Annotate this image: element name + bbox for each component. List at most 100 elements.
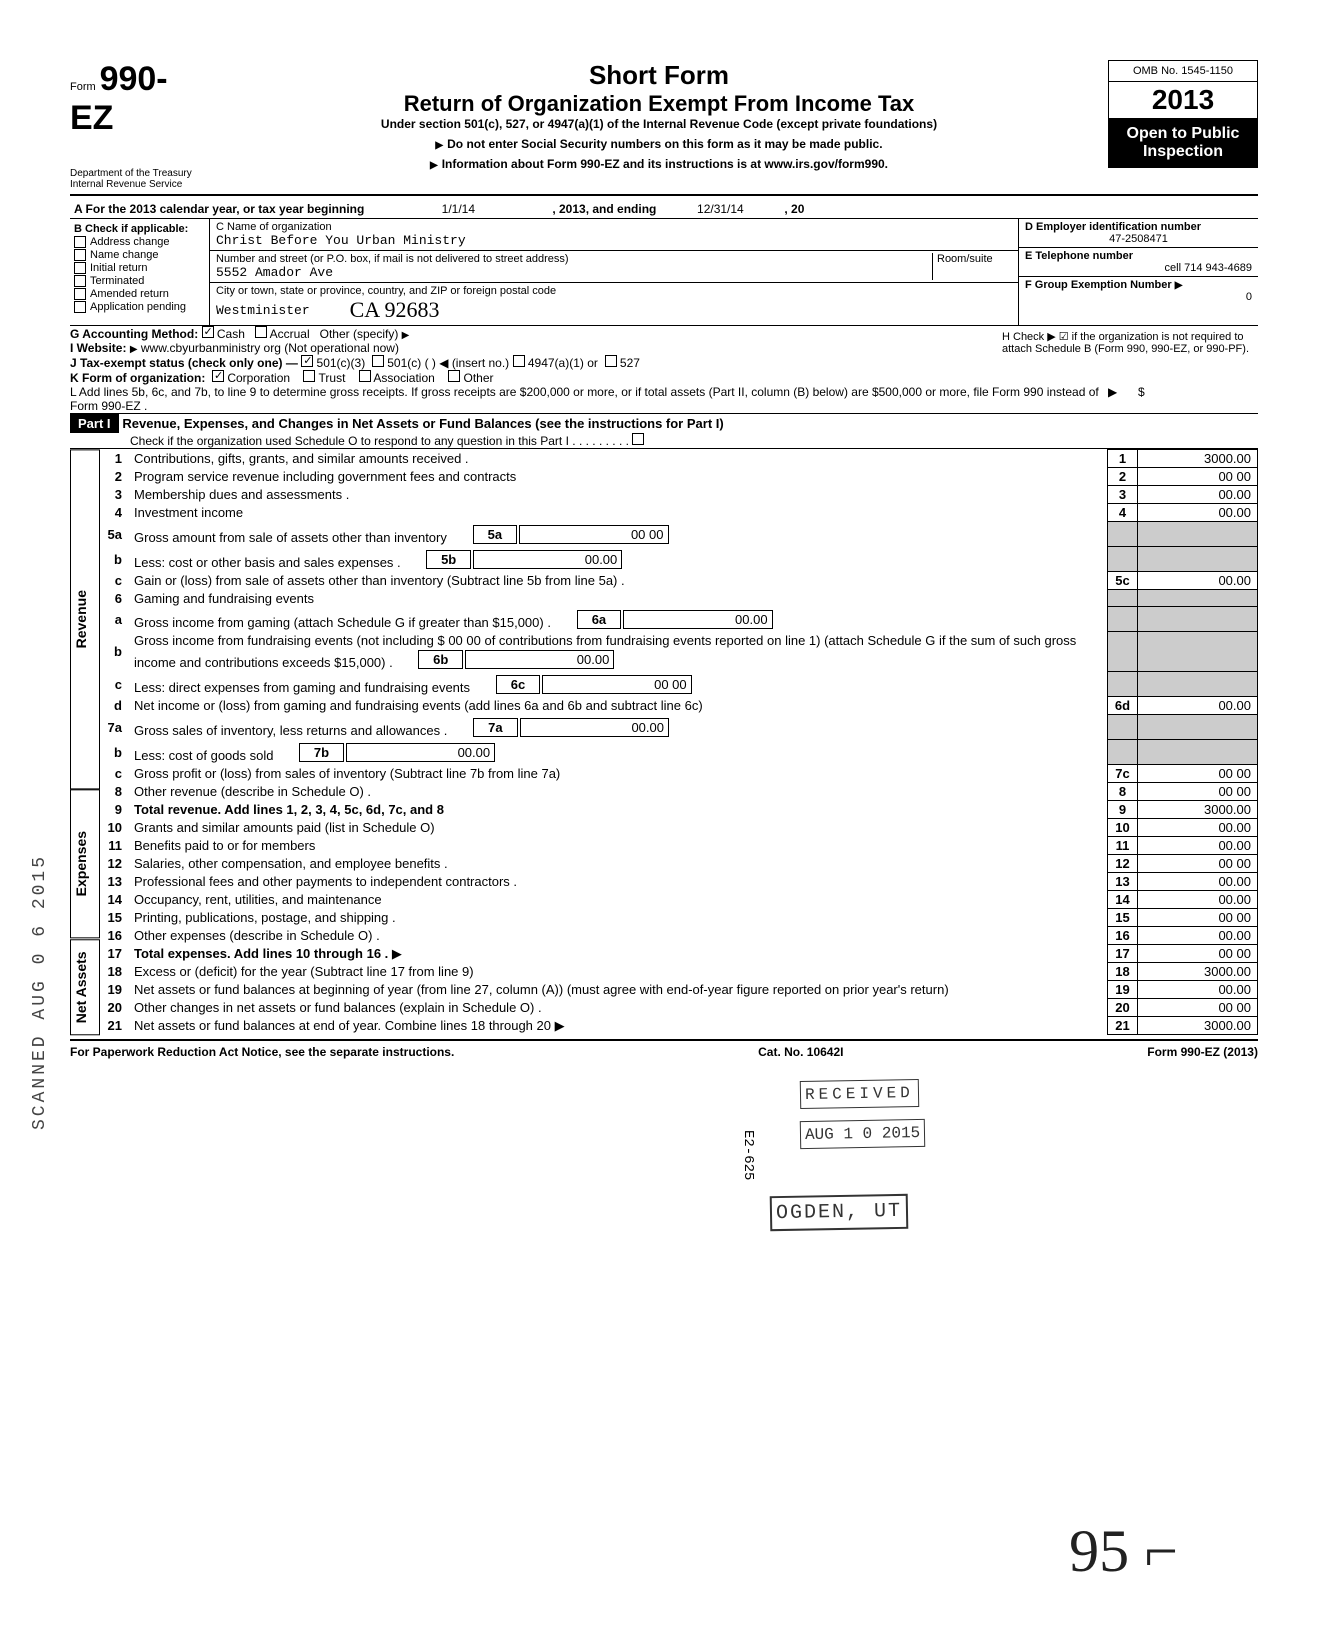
check-corporation[interactable] bbox=[212, 370, 224, 382]
line-l: L Add lines 5b, 6c, and 7b, to line 9 to… bbox=[70, 385, 1258, 413]
line-l-value: $ bbox=[1138, 385, 1258, 413]
phone-value: cell 714 943-4689 bbox=[1025, 262, 1252, 274]
check-association[interactable] bbox=[359, 370, 371, 382]
ein-label: D Employer identification number bbox=[1025, 221, 1252, 233]
street-label: Number and street (or P.O. box, if mail … bbox=[216, 253, 932, 265]
revenue-side-label: Revenue bbox=[70, 449, 100, 789]
section-b-c-d: B Check if applicable: Address change Na… bbox=[70, 219, 1258, 325]
check-527[interactable] bbox=[605, 355, 617, 367]
line-a-mid: , 2013, and ending bbox=[548, 200, 660, 218]
room-label: Room/suite bbox=[937, 253, 1012, 265]
form-number: 990-EZ bbox=[70, 60, 168, 137]
check-accrual[interactable] bbox=[255, 326, 267, 338]
check-cash[interactable] bbox=[202, 326, 214, 338]
check-application-pending[interactable]: Application pending bbox=[74, 301, 205, 313]
stamp-received: RECEIVED bbox=[800, 1079, 919, 1109]
tax-year-begin: 1/1/14 bbox=[368, 200, 548, 218]
line-h: H Check ▶ ☑ if the organization is not r… bbox=[998, 326, 1258, 370]
row-7b: bLess: cost of goods sold 7b00.00 bbox=[100, 740, 1258, 765]
footer: For Paperwork Reduction Act Notice, see … bbox=[70, 1045, 1258, 1059]
group-exemption-label: F Group Exemption Number bbox=[1025, 279, 1172, 291]
revenue-table: 1Contributions, gifts, grants, and simil… bbox=[100, 449, 1258, 1035]
row-5b: bLess: cost or other basis and sales exp… bbox=[100, 547, 1258, 572]
row-18: 18Excess or (deficit) for the year (Subt… bbox=[100, 963, 1258, 981]
row-7c: cGross profit or (loss) from sales of in… bbox=[100, 765, 1258, 783]
row-6d: dNet income or (loss) from gaming and fu… bbox=[100, 697, 1258, 715]
street-value: 5552 Amador Ave bbox=[216, 265, 932, 280]
row-6c: cLess: direct expenses from gaming and f… bbox=[100, 672, 1258, 697]
city-value: Westminister bbox=[216, 303, 310, 318]
state-zip-handwritten: CA 92683 bbox=[350, 297, 440, 323]
form-prefix: Form bbox=[70, 81, 96, 93]
expenses-side-label: Expenses bbox=[70, 789, 100, 938]
city-label: City or town, state or province, country… bbox=[216, 285, 1012, 297]
row-12: 12Salaries, other compensation, and empl… bbox=[100, 855, 1258, 873]
note-ssn: Do not enter Social Security numbers on … bbox=[230, 137, 1088, 151]
title-main: Return of Organization Exempt From Incom… bbox=[230, 91, 1088, 117]
row-6: 6Gaming and fundraising events bbox=[100, 590, 1258, 607]
org-name-label: C Name of organization bbox=[216, 221, 1012, 233]
footer-cat: Cat. No. 10642I bbox=[758, 1045, 843, 1059]
check-other-org[interactable] bbox=[448, 370, 460, 382]
check-initial-return[interactable]: Initial return bbox=[74, 262, 205, 274]
stamp-date: AUG 1 0 2015 bbox=[800, 1119, 926, 1149]
check-trust[interactable] bbox=[303, 370, 315, 382]
tax-year-end: 12/31/14 bbox=[660, 200, 780, 218]
line-k: K Form of organization: Corporation Trus… bbox=[70, 370, 1258, 385]
net-assets-side-label: Net Assets bbox=[70, 939, 100, 1035]
check-501c[interactable] bbox=[372, 355, 384, 367]
row-4: 4Investment income400.00 bbox=[100, 504, 1258, 522]
ein-value: 47-2508471 bbox=[1025, 233, 1252, 245]
row-13: 13Professional fees and other payments t… bbox=[100, 873, 1258, 891]
row-9: 9Total revenue. Add lines 1, 2, 3, 4, 5c… bbox=[100, 801, 1258, 819]
check-name-change[interactable]: Name change bbox=[74, 249, 205, 261]
footer-left: For Paperwork Reduction Act Notice, see … bbox=[70, 1045, 454, 1059]
tax-year: 2013 bbox=[1108, 81, 1258, 118]
line-j: J Tax-exempt status (check only one) — 5… bbox=[70, 355, 998, 370]
row-8: 8Other revenue (describe in Schedule O) … bbox=[100, 783, 1258, 801]
org-name: Christ Before You Urban Ministry bbox=[216, 233, 1012, 248]
title-sub: Under section 501(c), 527, or 4947(a)(1)… bbox=[230, 117, 1088, 131]
check-address-change[interactable]: Address change bbox=[74, 236, 205, 248]
open-to-public: Open to Public Inspection bbox=[1108, 118, 1258, 168]
check-terminated[interactable]: Terminated bbox=[74, 275, 205, 287]
row-6b: bGross income from fundraising events (n… bbox=[100, 632, 1258, 672]
group-exemption-value: 0 bbox=[1025, 291, 1252, 303]
row-20: 20Other changes in net assets or fund ba… bbox=[100, 999, 1258, 1017]
row-5c: cGain or (loss) from sale of assets othe… bbox=[100, 572, 1258, 590]
row-21: 21Net assets or fund balances at end of … bbox=[100, 1017, 1258, 1035]
row-16: 16Other expenses (describe in Schedule O… bbox=[100, 927, 1258, 945]
note-info: Information about Form 990-EZ and its in… bbox=[230, 157, 1088, 171]
part-1-label: Part I bbox=[70, 414, 119, 433]
title-short: Short Form bbox=[230, 60, 1088, 91]
check-amended[interactable]: Amended return bbox=[74, 288, 205, 300]
line-a-label: A For the 2013 calendar year, or tax yea… bbox=[70, 200, 368, 218]
row-14: 14Occupancy, rent, utilities, and mainte… bbox=[100, 891, 1258, 909]
row-19: 19Net assets or fund balances at beginni… bbox=[100, 981, 1258, 999]
stamp-ogden: OGDEN, UT bbox=[770, 1194, 909, 1231]
line-a-suffix: , 20 bbox=[780, 200, 808, 218]
signature: 95 ⌐ bbox=[1069, 1517, 1178, 1586]
line-i: I Website: www.cbyurbanministry org (Not… bbox=[70, 341, 998, 355]
check-501c3[interactable] bbox=[301, 355, 313, 367]
row-17: 17Total expenses. Add lines 10 through 1… bbox=[100, 945, 1258, 963]
row-3: 3Membership dues and assessments .300.00 bbox=[100, 486, 1258, 504]
part-1-header: Part I Revenue, Expenses, and Changes in… bbox=[70, 414, 1258, 433]
footer-right: Form 990-EZ (2013) bbox=[1147, 1045, 1258, 1059]
year-suffix: 13 bbox=[1183, 84, 1214, 115]
year-prefix: 20 bbox=[1152, 84, 1183, 115]
check-4947[interactable] bbox=[513, 355, 525, 367]
row-11: 11Benefits paid to or for members1100.00 bbox=[100, 837, 1258, 855]
row-15: 15Printing, publications, postage, and s… bbox=[100, 909, 1258, 927]
stamp-scanned: SCANNED AUG 0 6 2015 bbox=[30, 854, 50, 1130]
row-1: 1Contributions, gifts, grants, and simil… bbox=[100, 450, 1258, 468]
omb-number: OMB No. 1545-1150 bbox=[1108, 60, 1258, 81]
row-5a: 5aGross amount from sale of assets other… bbox=[100, 522, 1258, 547]
row-7a: 7aGross sales of inventory, less returns… bbox=[100, 715, 1258, 740]
row-6a: aGross income from gaming (attach Schedu… bbox=[100, 607, 1258, 632]
check-schedule-o[interactable] bbox=[632, 433, 644, 445]
part-1-check: Check if the organization used Schedule … bbox=[70, 433, 1258, 448]
row-10: 10Grants and similar amounts paid (list … bbox=[100, 819, 1258, 837]
website-value: www.cbyurbanministry org (Not operationa… bbox=[141, 341, 399, 355]
line-g: G Accounting Method: Cash Accrual Other … bbox=[70, 326, 998, 341]
